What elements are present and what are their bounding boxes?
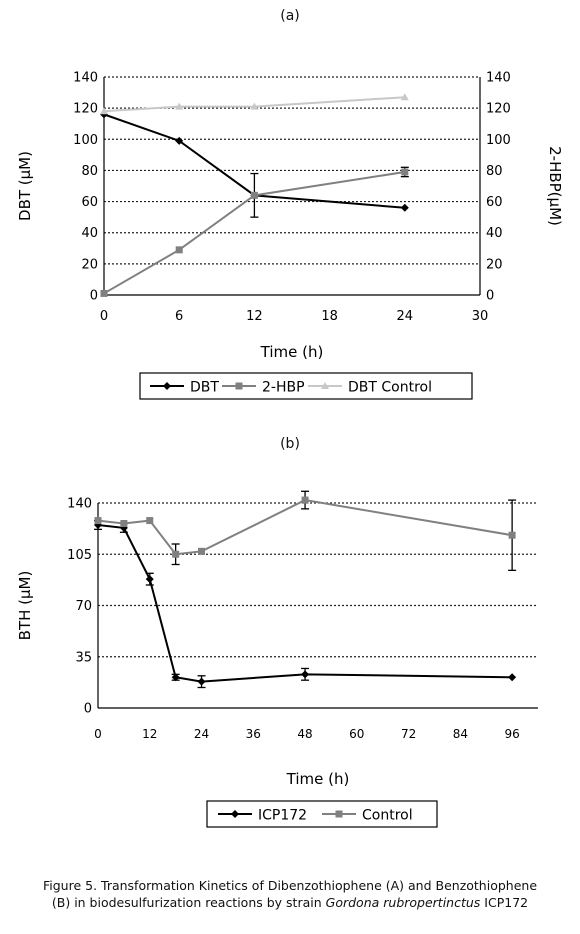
y-tick-label: 60 <box>81 195 98 210</box>
panel-a-label: (a) <box>280 8 300 24</box>
data-point <box>172 550 180 558</box>
x-tick-label: 36 <box>246 727 261 741</box>
y-tick-label: 140 <box>73 71 98 86</box>
x-tick-label: 24 <box>397 309 414 324</box>
x-axis-label: Time (h) <box>286 770 350 788</box>
data-point <box>301 670 310 679</box>
y-tick-label-right: 140 <box>486 71 511 86</box>
y-tick-label-right: 60 <box>486 195 503 210</box>
data-point <box>250 191 258 199</box>
x-tick-label: 12 <box>246 309 263 324</box>
legend-label: ICP172 <box>258 808 307 824</box>
legend: DBT 2-HBP DBT Control <box>139 372 473 400</box>
y-tick-label: 120 <box>73 102 98 117</box>
x-tick-label: 30 <box>472 309 489 324</box>
x-tick-label: 96 <box>504 727 519 741</box>
x-tick-label: 24 <box>194 727 209 741</box>
data-point <box>400 203 409 212</box>
x-tick-label: 48 <box>297 727 312 741</box>
legend-marker <box>231 810 239 818</box>
legend-label: Control <box>362 808 413 824</box>
legend-label: DBT <box>190 380 219 396</box>
caption-line-2-end: ICP172 <box>480 895 529 910</box>
caption-species: Gordona rubropertinctus <box>325 895 481 910</box>
x-tick-label: 12 <box>142 727 157 741</box>
data-point <box>301 496 309 504</box>
x-tick-label: 6 <box>175 309 183 324</box>
x-tick-label: 60 <box>349 727 364 741</box>
data-point <box>400 93 409 101</box>
data-point <box>198 547 206 555</box>
data-point <box>508 673 517 682</box>
y-tick-label: 140 <box>67 497 92 512</box>
data-point <box>171 673 180 682</box>
x-axis-label: Time (h) <box>260 343 324 361</box>
y-tick-label: 40 <box>81 226 98 241</box>
data-point <box>250 102 259 110</box>
legend-label: DBT Control <box>348 380 432 396</box>
panel-b-label: (b) <box>280 436 300 452</box>
y-tick-label: 100 <box>73 133 98 148</box>
y-tick-label-right: 100 <box>486 133 511 148</box>
x-tick-label: 0 <box>94 727 102 741</box>
y-tick-label-right: 80 <box>486 164 503 179</box>
legend-box <box>139 372 473 400</box>
figure-caption: Figure 5. Transformation Kinetics of Dib… <box>0 877 580 911</box>
series-line <box>103 96 405 113</box>
y-axis-label: BTH (μM) <box>16 571 34 641</box>
caption-line-2: (B) in biodesulfurization reactions by s… <box>0 894 580 911</box>
y-tick-label: 70 <box>75 599 92 614</box>
caption-line-2-start: (B) in biodesulfurization reactions by s… <box>51 895 326 910</box>
data-point <box>175 246 183 254</box>
y-tick-label-right: 120 <box>486 102 511 117</box>
series-line <box>103 170 405 295</box>
data-point <box>508 531 516 539</box>
y-tick-label-right: 20 <box>486 257 503 272</box>
series-line <box>97 523 513 683</box>
y-tick-label-right: 0 <box>486 289 494 304</box>
data-point <box>401 168 409 176</box>
x-tick-label: 84 <box>453 727 468 741</box>
y-tick-label: 105 <box>67 548 92 563</box>
data-point <box>175 136 184 145</box>
data-point <box>100 107 108 115</box>
x-tick-label: 72 <box>401 727 416 741</box>
y-axis-label-right: 2-HBP(μM) <box>546 146 564 226</box>
data-point <box>175 102 184 110</box>
data-point <box>146 517 154 525</box>
y-tick-label: 0 <box>84 702 92 717</box>
legend: ICP172 Control <box>206 800 438 828</box>
data-point <box>197 677 206 686</box>
data-point <box>94 517 102 525</box>
legend-marker <box>163 382 171 390</box>
x-tick-label: 18 <box>321 309 338 324</box>
legend-marker <box>235 382 243 390</box>
y-tick-label: 80 <box>81 164 98 179</box>
y-tick-label: 20 <box>81 257 98 272</box>
y-tick-label: 0 <box>90 289 98 304</box>
legend-marker <box>335 810 343 818</box>
legend-marker <box>321 382 329 389</box>
caption-line-1: Figure 5. Transformation Kinetics of Dib… <box>42 878 538 893</box>
legend-label: 2-HBP <box>262 380 305 396</box>
data-point <box>100 289 108 297</box>
series-line <box>103 113 405 209</box>
data-point <box>145 575 154 584</box>
y-axis-label: DBT (μM) <box>16 151 34 221</box>
y-tick-label: 35 <box>75 650 92 665</box>
y-tick-label-right: 40 <box>486 226 503 241</box>
x-tick-label: 0 <box>100 309 108 324</box>
chart-b: 0 35 70 105 140 0 12 24 36 48 60 72 84 96 Time (h) BTH … <box>16 490 538 828</box>
data-point <box>120 520 128 527</box>
